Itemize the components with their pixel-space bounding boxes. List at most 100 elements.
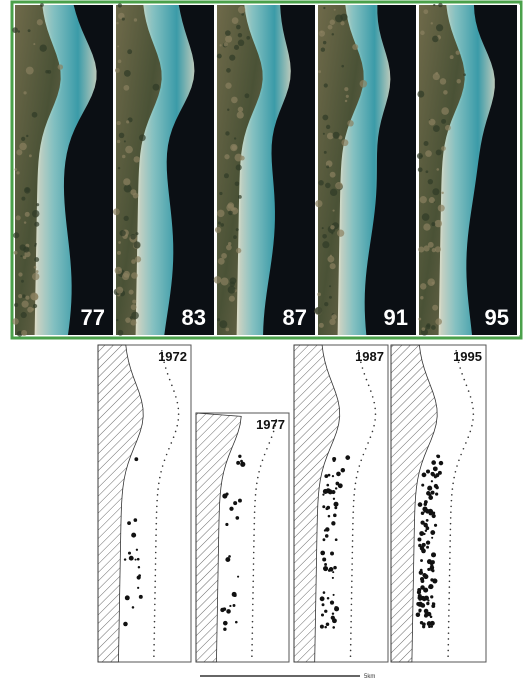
texture (237, 111, 244, 118)
texture (347, 120, 353, 126)
reef-patch (135, 559, 137, 561)
reef-edge (366, 379, 368, 381)
reef-edge (351, 604, 353, 606)
texture (315, 200, 322, 207)
reef-patch (326, 484, 329, 487)
reef-patch (424, 502, 427, 505)
reef-patch (226, 609, 231, 614)
reef-patch (438, 471, 442, 475)
reef-edge (456, 465, 458, 467)
reef-edge (450, 529, 452, 531)
reef-patch (326, 506, 330, 510)
reef-patch (418, 502, 423, 507)
texture (225, 328, 229, 332)
texture (233, 208, 236, 211)
texture (230, 277, 237, 284)
texture (225, 83, 231, 89)
reef-edge (353, 500, 355, 502)
texture (40, 44, 47, 51)
texture (13, 232, 19, 238)
reef-patch (325, 534, 329, 538)
reef-edge (453, 477, 455, 479)
texture (441, 192, 443, 194)
reef-edge (350, 644, 352, 646)
reef-patch (123, 622, 128, 627)
texture (329, 296, 332, 299)
texture (463, 73, 466, 76)
texture (139, 134, 146, 141)
reef-patch (238, 499, 242, 503)
reef-patch (323, 566, 328, 571)
reef-edge (450, 511, 452, 513)
reef-edge (448, 598, 450, 600)
texture (124, 216, 129, 221)
scale-bar: 5km (200, 674, 375, 680)
reef-patch (138, 566, 140, 568)
reef-edge (350, 632, 352, 634)
reef-edge (451, 494, 453, 496)
texture (131, 312, 139, 320)
reef-patch (331, 521, 335, 525)
texture (12, 318, 19, 325)
reef-edge (364, 373, 366, 375)
texture (346, 95, 349, 98)
reef-patch (330, 552, 334, 556)
texture (133, 193, 139, 199)
texture (433, 73, 440, 80)
reef-patch (229, 507, 233, 511)
texture (16, 215, 21, 220)
texture (329, 285, 331, 287)
texture (332, 209, 334, 211)
texture (23, 91, 26, 94)
texture (238, 6, 245, 13)
reef-patch (430, 578, 433, 581)
reef-patch (345, 455, 350, 460)
texture (129, 290, 134, 295)
reef-edge (353, 494, 355, 496)
reef-edge (448, 627, 450, 629)
texture (234, 137, 236, 139)
texture (326, 165, 329, 168)
reef-edge (253, 569, 255, 571)
texture (135, 232, 138, 235)
texture (432, 188, 439, 195)
reef-patch (330, 601, 334, 605)
reef-patch (323, 591, 326, 594)
texture (116, 287, 123, 294)
reef-patch (432, 602, 434, 604)
texture (124, 85, 130, 91)
texture (426, 170, 429, 173)
reef-edge (359, 465, 361, 467)
satellite-label: 91 (384, 305, 408, 330)
texture (118, 59, 122, 63)
texture (230, 144, 237, 151)
page: 7783879195 1972197719871995 5km (() => {… (0, 0, 531, 684)
satellite-label: 83 (182, 305, 206, 330)
texture (32, 273, 39, 280)
texture (34, 266, 37, 269)
texture (335, 182, 342, 189)
texture (333, 132, 340, 139)
reef-edge (373, 425, 375, 427)
reef-edge (351, 563, 353, 565)
reef-edge (255, 488, 257, 490)
scale-label: 5km (364, 674, 375, 680)
texture (422, 327, 426, 331)
texture (25, 212, 30, 217)
texture (456, 50, 460, 54)
texture (21, 197, 25, 201)
reef-patch (423, 574, 428, 579)
reef-edge (368, 385, 370, 387)
reef-edge (176, 425, 178, 427)
reef-edge (154, 586, 156, 588)
reef-patch (417, 597, 419, 599)
reef-patch (240, 462, 245, 467)
reef-edge (173, 390, 175, 392)
texture (441, 146, 446, 151)
texture (234, 45, 239, 50)
texture (428, 242, 434, 248)
reef-edge (252, 609, 254, 611)
reef-edge (154, 627, 156, 629)
reef-edge (154, 598, 156, 600)
reef-edge (352, 523, 354, 525)
